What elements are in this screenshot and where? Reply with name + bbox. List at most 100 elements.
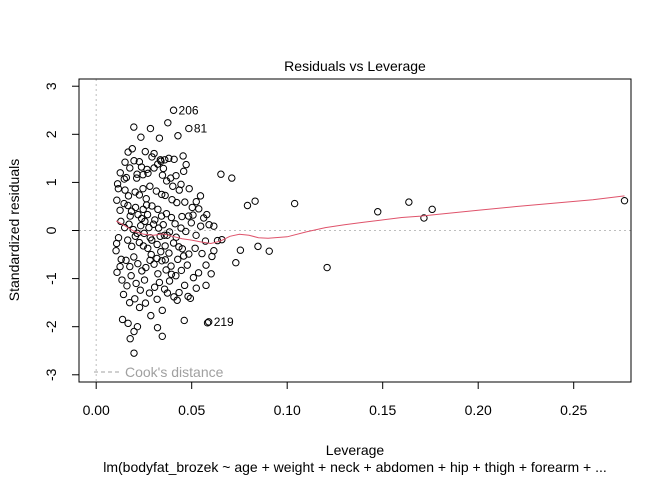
- data-point: [133, 170, 141, 178]
- data-point: [175, 288, 183, 297]
- data-point: [210, 247, 218, 255]
- data-point: [192, 231, 200, 240]
- data-point: [148, 153, 156, 161]
- data-point: [169, 239, 178, 247]
- data-point: [183, 261, 191, 269]
- data-point: [133, 322, 142, 331]
- data-point: [154, 270, 162, 278]
- data-point: [196, 192, 205, 200]
- data-point: [127, 207, 136, 215]
- data-point: [134, 210, 142, 219]
- data-point: [130, 253, 138, 261]
- data-point: [136, 286, 145, 294]
- data-point: [124, 192, 133, 200]
- data-point: [158, 332, 166, 341]
- data-point: [134, 259, 142, 268]
- data-point: [228, 174, 236, 182]
- data-point: [113, 196, 121, 204]
- data-point: [131, 295, 139, 303]
- data-point: [148, 202, 156, 210]
- data-point: [120, 175, 128, 183]
- data-point: [116, 262, 124, 271]
- data-point: [120, 199, 128, 208]
- data-point: [132, 174, 141, 182]
- data-point: [128, 145, 136, 153]
- data-point: [181, 198, 189, 206]
- data-point: [168, 196, 176, 204]
- data-point: [137, 133, 145, 141]
- data-point: [124, 319, 132, 328]
- data-point: [146, 124, 155, 133]
- data-point: [179, 167, 188, 176]
- data-point: [201, 237, 210, 245]
- data-point: [142, 263, 150, 272]
- data-point: [126, 164, 134, 172]
- data-point: [161, 156, 169, 164]
- data-point: [126, 335, 134, 343]
- data-point: [142, 195, 150, 203]
- data-point: [217, 170, 225, 178]
- data-point: [123, 282, 131, 290]
- data-point: [153, 160, 162, 168]
- data-point: [126, 212, 134, 220]
- data-point: [374, 208, 382, 216]
- data-point: [145, 289, 154, 297]
- data-point: [153, 240, 161, 249]
- x-tick-label: 0.05: [178, 402, 205, 418]
- data-point: [173, 198, 181, 207]
- x-tick-label: 0.15: [369, 402, 396, 418]
- data-point: [150, 283, 159, 291]
- data-point: [202, 281, 210, 290]
- data-point: [154, 224, 163, 232]
- data-point: [122, 256, 130, 265]
- data-point: [203, 210, 211, 219]
- data-point: [118, 276, 126, 284]
- data-point: [159, 221, 167, 229]
- data-point: [196, 222, 205, 230]
- point-label: 81: [194, 122, 208, 136]
- data-point: [177, 224, 185, 232]
- data-point: [265, 247, 273, 255]
- data-point: [149, 220, 158, 228]
- data-point: [114, 234, 123, 242]
- data-point: [126, 262, 134, 271]
- data-point: [145, 223, 153, 232]
- y-tick-label: -1: [43, 272, 59, 285]
- data-point: [191, 244, 199, 252]
- data-point: [167, 213, 176, 222]
- data-point: [112, 247, 120, 255]
- data-point: [144, 169, 152, 177]
- data-point: [132, 279, 140, 288]
- data-point: [420, 214, 428, 222]
- data-point: [232, 259, 240, 267]
- data-point: [153, 323, 162, 332]
- plot-area: 206 81 219: [79, 79, 631, 382]
- data-point: [124, 201, 132, 210]
- data-point: [169, 106, 178, 114]
- data-point: [161, 256, 170, 264]
- loess-smooth-line: [115, 195, 625, 245]
- data-point: [161, 191, 169, 200]
- data-point: [135, 238, 144, 247]
- data-point: [130, 327, 138, 336]
- point-label: 206: [179, 103, 199, 117]
- data-point: [189, 211, 197, 219]
- data-point: [158, 190, 166, 199]
- data-point: [207, 270, 215, 278]
- data-point: [167, 270, 176, 278]
- data-point: [113, 268, 121, 277]
- data-point: [405, 198, 413, 206]
- data-point: [130, 123, 138, 131]
- data-point: [146, 182, 154, 190]
- data-point: [620, 196, 629, 205]
- data-point: [167, 262, 175, 270]
- y-tick-label: -2: [43, 320, 59, 333]
- data-point: [153, 254, 161, 263]
- data-point: [184, 212, 193, 220]
- data-point: [188, 203, 196, 212]
- chart-title: Residuals vs Leverage: [284, 58, 426, 74]
- data-point: [182, 227, 190, 236]
- cooks-distance-legend: Cook's distance: [94, 364, 224, 380]
- data-point: [153, 295, 161, 303]
- data-point: [204, 318, 213, 326]
